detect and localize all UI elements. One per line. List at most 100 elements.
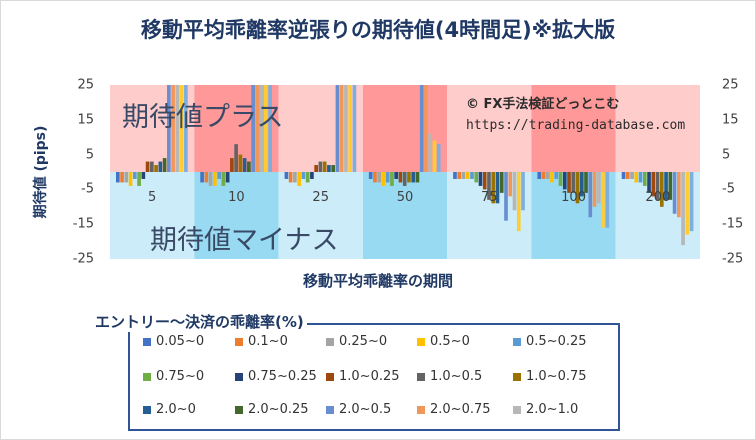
legend-item: 1.0~0.5 xyxy=(417,369,482,384)
bar xyxy=(630,172,634,179)
bar xyxy=(499,172,504,193)
bar xyxy=(453,172,457,179)
bar xyxy=(158,161,163,172)
bar xyxy=(575,172,580,204)
bar xyxy=(537,172,542,179)
y-tick-label: -25 xyxy=(722,251,744,267)
x-tick-label: 75 xyxy=(481,190,498,205)
credit-url: https://trading-database.com xyxy=(466,118,686,133)
bar xyxy=(238,154,243,172)
legend-swatch xyxy=(513,337,521,346)
legend-label: 1.0~0.75 xyxy=(526,369,587,384)
legend-label: 2.0~0.25 xyxy=(248,402,309,417)
x-axis-label: 移動平均乖離率の期間 xyxy=(302,272,453,290)
bar xyxy=(638,172,643,183)
bar xyxy=(327,165,331,172)
bar xyxy=(221,172,226,186)
band-minus xyxy=(278,172,363,259)
bar xyxy=(264,85,268,172)
y-tick-label: -5 xyxy=(81,181,94,197)
bar xyxy=(407,172,411,183)
y-tick-label: 25 xyxy=(722,77,739,93)
bar xyxy=(150,161,154,172)
bar xyxy=(584,172,588,193)
bar xyxy=(621,172,626,179)
bar xyxy=(255,85,260,172)
bar xyxy=(567,172,571,193)
y-tick-label: 25 xyxy=(77,77,94,93)
band-plus xyxy=(531,85,616,172)
bar xyxy=(474,172,479,183)
bar xyxy=(491,172,496,204)
bar xyxy=(204,172,209,183)
legend-title: エントリー～決済の乖離率(%) xyxy=(92,311,307,332)
legend-item: 2.0~0.5 xyxy=(326,402,391,417)
legend-swatch xyxy=(143,372,151,381)
legend xyxy=(128,323,620,431)
legend-swatch xyxy=(417,337,425,346)
bar xyxy=(647,172,651,193)
bar xyxy=(322,161,327,172)
legend-swatch xyxy=(326,405,334,414)
bar xyxy=(424,85,428,172)
x-tick-label: 200 xyxy=(645,190,671,205)
y-tick-label: 15 xyxy=(722,112,739,128)
bar xyxy=(521,172,525,211)
legend-swatch xyxy=(417,372,425,381)
legend-label: 2.0~1.0 xyxy=(526,402,579,417)
bar xyxy=(465,172,470,179)
legend-label: 0.75~0.25 xyxy=(248,369,317,384)
bar xyxy=(251,85,255,172)
bar xyxy=(242,158,247,172)
bar xyxy=(120,172,124,183)
legend-label: 0.5~0 xyxy=(430,334,470,349)
bar xyxy=(230,158,234,172)
legend-item: 0.05~0 xyxy=(143,334,204,349)
zone-plus-label: 期待値プラス xyxy=(122,102,284,133)
bar xyxy=(288,172,293,183)
bar xyxy=(373,172,377,183)
bar xyxy=(495,172,500,204)
bar xyxy=(297,172,301,186)
legend-item: 0.1~0 xyxy=(235,334,288,349)
bar xyxy=(668,172,673,200)
bar xyxy=(625,172,630,179)
bar xyxy=(402,172,407,186)
bar xyxy=(339,85,344,172)
bar xyxy=(651,172,656,197)
bar xyxy=(128,172,133,186)
legend-swatch xyxy=(235,337,243,346)
band-plus xyxy=(447,85,532,172)
bar xyxy=(487,172,491,200)
legend-item: 0.75~0.25 xyxy=(235,369,317,384)
bar xyxy=(133,172,137,179)
band-minus xyxy=(194,172,279,259)
bar xyxy=(124,172,129,183)
x-tick-label: 50 xyxy=(396,190,414,205)
legend-swatch xyxy=(235,405,243,414)
bar xyxy=(390,172,394,186)
bar xyxy=(368,172,373,179)
bar xyxy=(213,172,217,186)
y-tick-label: -15 xyxy=(722,216,744,232)
x-tick-label: 25 xyxy=(312,190,329,205)
bar xyxy=(394,172,399,179)
bar xyxy=(428,133,433,172)
bar xyxy=(284,172,289,179)
legend-swatch xyxy=(513,405,521,414)
bar xyxy=(541,172,546,179)
bar xyxy=(504,172,508,221)
bar xyxy=(676,172,681,218)
bar xyxy=(457,172,462,179)
bar xyxy=(482,172,487,190)
bar xyxy=(588,172,593,218)
bar xyxy=(419,85,424,172)
bar xyxy=(516,172,521,232)
band-minus xyxy=(362,172,448,259)
legend-label: 1.0~0.25 xyxy=(339,369,400,384)
bar xyxy=(162,158,167,172)
x-tick-label: 100 xyxy=(561,190,586,205)
bar xyxy=(217,172,221,179)
bar xyxy=(605,172,610,228)
